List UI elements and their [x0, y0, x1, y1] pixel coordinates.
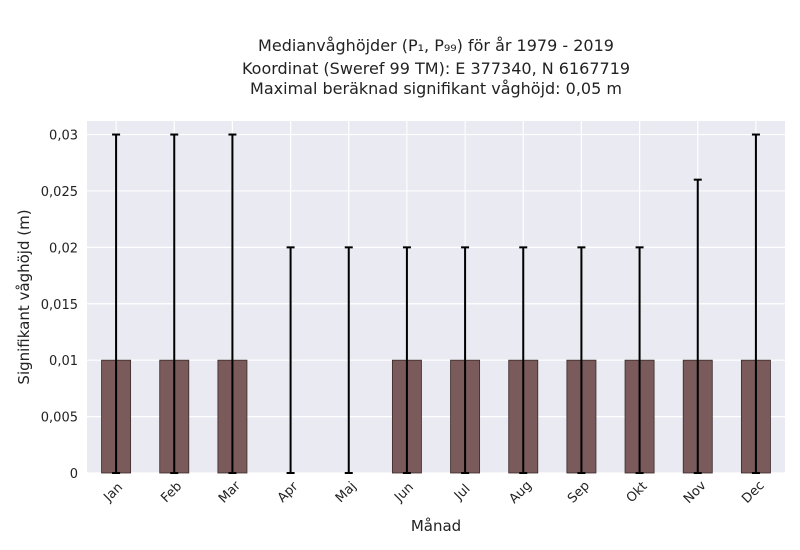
error-bars: [112, 133, 760, 474]
error-bar-jul: [461, 246, 470, 474]
chart-title-line-2: Koordinat (Sweref 99 TM): E 377340, N 61…: [242, 59, 630, 78]
y-axis-ticks: 0 0,005 0,01 0,015 0,02 0,025 0,03: [41, 129, 78, 482]
chart-title-line-1: Medianvåghöjder (P₁, P₉₉) för år 1979 - …: [258, 36, 614, 55]
error-bar-maj: [344, 246, 353, 474]
error-bar-apr: [286, 246, 295, 474]
y-tick-label: 0,015: [41, 298, 78, 313]
y-tick-label: 0: [70, 467, 78, 482]
x-tick-label: Dec: [739, 478, 767, 506]
error-bar-jan: [112, 133, 121, 474]
plot-area: [87, 121, 785, 473]
error-bar-sep: [577, 246, 586, 474]
chart-title-line-3: Maximal beräknad signifikant våghöjd: 0,…: [250, 79, 622, 98]
x-axis-label: Månad: [411, 517, 461, 535]
y-tick-label: 0,01: [49, 354, 78, 369]
x-tick-label: Apr: [275, 479, 302, 506]
x-tick-label: Nov: [681, 478, 710, 507]
chart-title: Medianvåghöjder (P₁, P₉₉) för år 1979 - …: [242, 36, 630, 98]
x-tick-label: Sep: [565, 479, 593, 507]
y-tick-label: 0,025: [41, 185, 78, 200]
y-tick-label: 0,005: [41, 411, 78, 426]
y-tick-label: 0,02: [49, 241, 78, 256]
x-tick-label: Mar: [216, 478, 244, 506]
x-tick-label: Jun: [391, 480, 417, 506]
x-axis-ticks: Jan Feb Mar Apr Maj Jun Jul Aug Sep Okt Nov Dec: [101, 478, 768, 507]
error-bar-feb: [170, 133, 179, 474]
x-tick-label: Okt: [624, 479, 651, 506]
x-tick-label: Maj: [333, 479, 360, 506]
error-bar-jun: [402, 246, 411, 474]
x-tick-label: Aug: [506, 478, 535, 507]
x-tick-label: Jan: [101, 480, 126, 505]
x-tick-label: Jul: [451, 482, 473, 504]
error-bar-mar: [228, 133, 237, 474]
y-tick-label: 0,03: [49, 129, 78, 144]
x-tick-label: Feb: [158, 479, 185, 506]
error-bar-dec: [751, 133, 760, 474]
error-bar-okt: [635, 246, 644, 474]
y-axis-label: Signifikant våghöjd (m): [15, 209, 33, 384]
error-bar-aug: [519, 246, 528, 474]
error-bar-nov: [693, 178, 702, 474]
